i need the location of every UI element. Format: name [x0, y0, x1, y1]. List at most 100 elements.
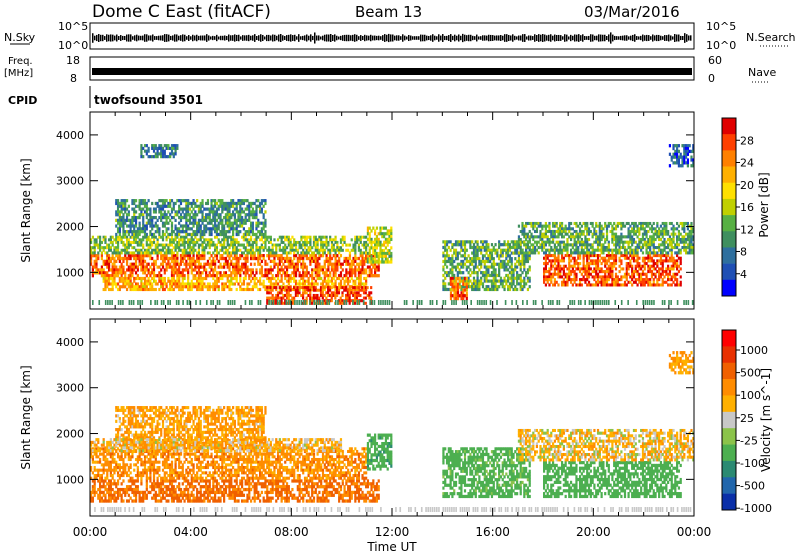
heatmap-cell — [344, 286, 348, 290]
heatmap-cell — [192, 285, 195, 289]
heatmap-cell — [249, 248, 253, 252]
heatmap-cell — [600, 256, 603, 260]
heatmap-cell — [321, 240, 325, 244]
heatmap-cell — [445, 251, 449, 255]
heatmap-cell — [206, 238, 210, 242]
heatmap-cell — [551, 240, 555, 244]
heatmap-cell — [370, 237, 373, 242]
heatmap-cell — [264, 218, 267, 223]
heatmap-cell — [93, 259, 96, 264]
heatmap-cell — [178, 279, 181, 283]
heatmap-cell — [298, 274, 301, 278]
heatmap-cell — [312, 235, 316, 239]
heatmap-cell — [458, 243, 461, 247]
heatmap-cell — [115, 210, 118, 214]
heatmap-cell — [271, 259, 274, 264]
heatmap-cell — [118, 213, 121, 217]
heatmap-cell — [480, 240, 483, 244]
heatmap-cell — [124, 204, 127, 208]
heatmap-cell — [194, 262, 197, 266]
heatmap-cell — [379, 240, 382, 244]
heatmap-cell — [383, 232, 386, 236]
heatmap-cell — [169, 199, 172, 203]
heatmap-cell — [188, 238, 192, 242]
heatmap-cell — [217, 240, 220, 244]
heatmap-cell — [481, 271, 485, 275]
heatmap-cell — [133, 287, 136, 292]
heatmap-cell — [215, 248, 219, 252]
heatmap-cell — [199, 230, 202, 234]
freq-panel-frame — [89, 56, 695, 81]
heatmap-cell — [145, 213, 148, 217]
heatmap-cell — [564, 248, 567, 252]
heatmap-cell — [348, 243, 352, 247]
heatmap-cell — [138, 232, 141, 237]
heatmap-cell — [596, 235, 600, 239]
heatmap-cell — [543, 224, 546, 228]
heatmap-cell — [530, 243, 533, 247]
heatmap-cell — [550, 240, 553, 244]
heatmap-cell — [116, 221, 120, 225]
heatmap-cell — [260, 271, 263, 275]
heatmap-cell — [462, 259, 465, 264]
heatmap-cell — [345, 262, 348, 266]
heatmap-cell — [100, 251, 103, 255]
heatmap-cell — [523, 276, 526, 280]
heatmap-cell — [242, 201, 245, 206]
heatmap-cell — [212, 199, 215, 203]
nsky-sample — [198, 35, 200, 41]
heatmap-cell — [246, 251, 249, 255]
heatmap-cell — [543, 243, 546, 247]
heatmap-cell — [327, 301, 330, 305]
heatmap-cell — [467, 240, 470, 244]
heatmap-cell — [320, 254, 323, 258]
heatmap-cell — [262, 240, 265, 244]
heatmap-cell — [582, 232, 585, 236]
heatmap-cell — [487, 271, 490, 275]
heatmap-cell — [296, 256, 299, 261]
heatmap-cell — [181, 248, 184, 252]
heatmap-cell — [232, 251, 235, 255]
heatmap-cell — [501, 254, 504, 258]
heatmap-cell — [192, 262, 195, 266]
nsky-sample — [612, 34, 614, 42]
heatmap-cell — [205, 268, 208, 272]
heatmap-cell — [356, 240, 359, 244]
heatmap-cell — [287, 240, 290, 244]
heatmap-cell — [490, 279, 494, 283]
heatmap-cell — [185, 232, 188, 237]
heatmap-cell — [100, 274, 103, 278]
heatmap-cell — [658, 275, 661, 279]
heatmap-cell — [244, 259, 247, 264]
heatmap-cell — [557, 259, 560, 263]
heatmap-cell — [564, 229, 567, 234]
heatmap-cell — [309, 274, 312, 278]
heatmap-cell — [309, 293, 312, 297]
heatmap-cell — [258, 204, 262, 208]
heatmap-cell — [208, 243, 211, 247]
heatmap-cell — [507, 243, 510, 247]
heatmap-cell — [541, 224, 544, 228]
heatmap-cell — [142, 271, 145, 275]
heatmap-cell — [546, 224, 549, 228]
heatmap-cell — [237, 199, 240, 203]
heatmap-cell — [138, 204, 141, 208]
heatmap-cell — [347, 282, 350, 286]
heatmap-cell — [366, 232, 370, 236]
heatmap-cell — [386, 260, 389, 264]
heatmap-cell — [573, 259, 576, 263]
heatmap-cell — [224, 221, 228, 225]
heatmap-cell — [223, 243, 226, 247]
heatmap-cell — [474, 262, 477, 266]
heatmap-cell — [210, 262, 213, 266]
heatmap-cell — [383, 234, 386, 239]
heatmap-cell — [498, 265, 501, 269]
heatmap-cell — [298, 271, 301, 275]
heatmap-cell — [562, 256, 565, 260]
heatmap-cell — [273, 296, 276, 300]
heatmap-cell — [631, 275, 634, 279]
freq-trace — [92, 68, 692, 75]
heatmap-cell — [251, 256, 254, 261]
heatmap-cell — [170, 230, 174, 234]
heatmap-cell — [516, 279, 519, 283]
